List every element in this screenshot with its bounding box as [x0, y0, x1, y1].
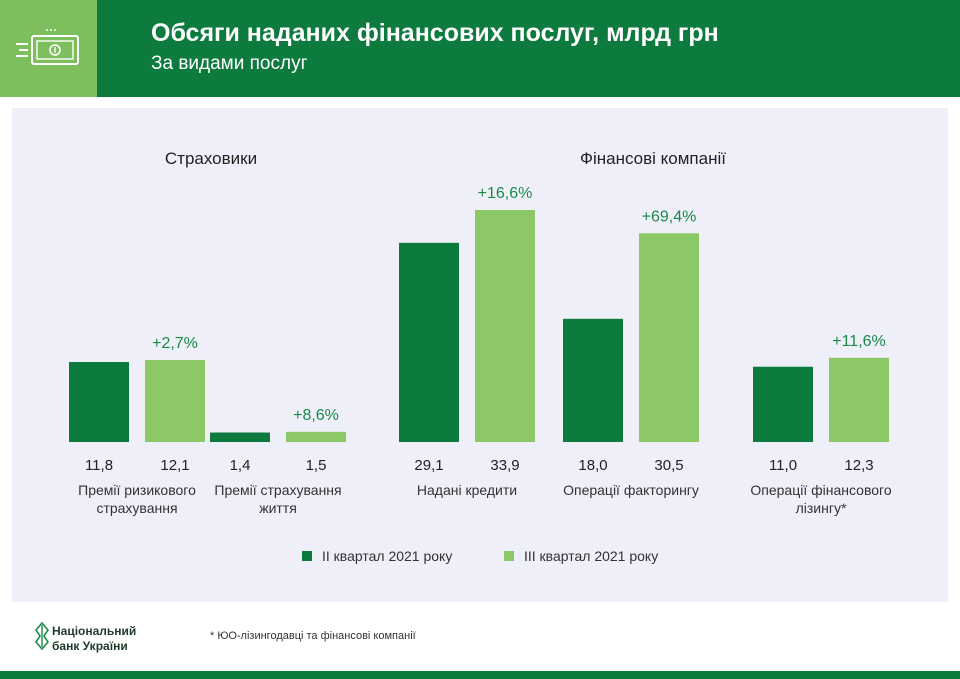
- header-bar: [0, 0, 960, 97]
- money-icon: [16, 29, 79, 65]
- bar-4-series-1: [563, 318, 623, 442]
- category-label-3-line-1: Надані кредити: [417, 482, 517, 498]
- category-label-5-line-1: Операції фінансового: [750, 482, 891, 498]
- group-title-2: Фінансові компанії: [580, 149, 726, 168]
- legend-label-2: ІІІ квартал 2021 року: [524, 548, 658, 564]
- bar-1-series-2: [145, 360, 205, 442]
- category-label-2-line-2: життя: [259, 500, 297, 516]
- logo-line-2: банк України: [52, 639, 128, 653]
- footnote: * ЮО-лізингодавці та фінансові компанії: [210, 630, 416, 642]
- change-label-5: +11,6%: [832, 333, 886, 350]
- logo-line-1: Національний: [52, 624, 137, 638]
- bar-5-series-1: [753, 366, 813, 442]
- value-label-4-series-1: 18,0: [578, 457, 607, 474]
- nbu-logo-text: Національний банк України: [52, 624, 136, 654]
- group-title-1: Страховики: [165, 149, 257, 168]
- change-label-4: +69,4%: [642, 208, 697, 225]
- nbu-logo-icon: [34, 622, 50, 650]
- value-label-3-series-2: 33,9: [490, 457, 519, 474]
- bar-2-series-1: [210, 432, 270, 442]
- change-label-3: +16,6%: [478, 185, 533, 202]
- bottom-bar: [0, 671, 960, 679]
- value-label-2-series-2: 1,5: [306, 457, 327, 474]
- bar-2-series-2: [286, 431, 346, 442]
- category-label-1-line-1: Премії ризикового: [78, 482, 196, 498]
- bar-4-series-2: [639, 233, 699, 442]
- category-label-2-line-1: Премії страхування: [214, 482, 341, 498]
- category-label-4-line-1: Операції факторингу: [563, 482, 699, 498]
- value-label-2-series-1: 1,4: [230, 457, 251, 474]
- change-label-2: +8,6%: [293, 407, 339, 424]
- page-title: Обсяги наданих фінансових послуг, млрд г…: [151, 19, 719, 47]
- bar-1-series-1: [69, 362, 129, 442]
- bar-3-series-2: [475, 210, 535, 442]
- category-label-5-line-2: лізингу*: [796, 500, 847, 516]
- category-label-1-line-2: страхування: [96, 500, 177, 516]
- legend-swatch-1: [302, 551, 312, 561]
- bar-3-series-1: [399, 242, 459, 442]
- value-label-3-series-1: 29,1: [414, 457, 443, 474]
- value-label-5-series-2: 12,3: [844, 457, 873, 474]
- bar-5-series-2: [829, 357, 889, 442]
- header-icon-box: [0, 0, 97, 97]
- legend-label-1: ІІ квартал 2021 року: [322, 548, 452, 564]
- page-subtitle: За видами послуг: [151, 53, 308, 74]
- value-label-5-series-1: 11,0: [769, 457, 797, 474]
- value-label-1-series-1: 11,8: [85, 457, 113, 474]
- change-label-1: +2,7%: [152, 335, 198, 352]
- legend-swatch-2: [504, 551, 514, 561]
- value-label-4-series-2: 30,5: [654, 457, 683, 474]
- value-label-1-series-2: 12,1: [160, 457, 189, 474]
